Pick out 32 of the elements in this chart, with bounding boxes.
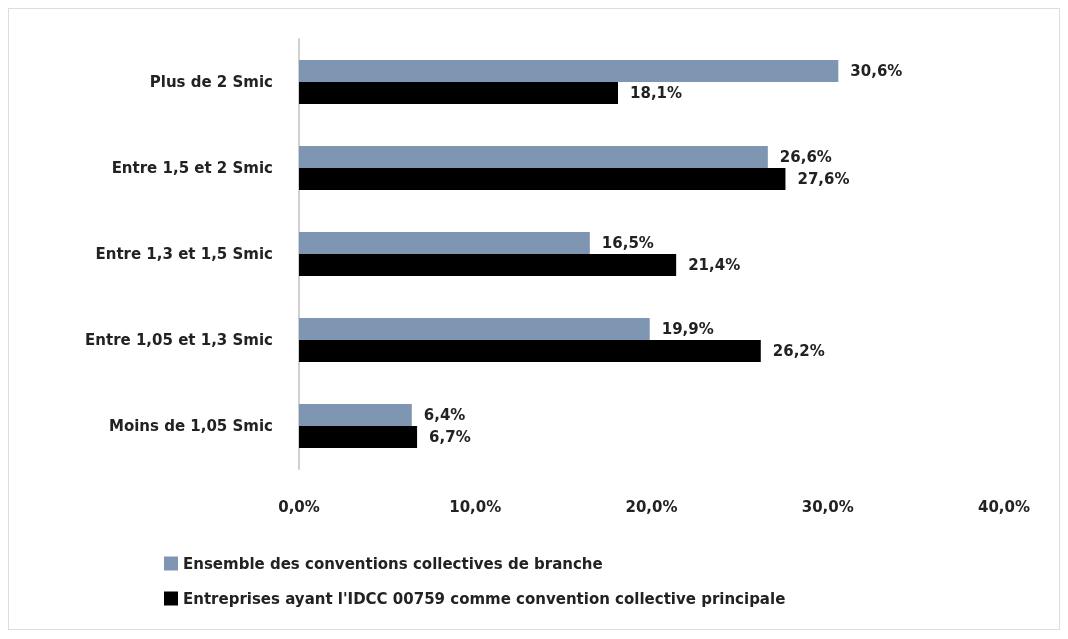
data-label: 21,4%: [688, 256, 741, 274]
data-label: 18,1%: [630, 84, 683, 102]
data-label: 27,6%: [797, 170, 850, 188]
data-label: 16,5%: [601, 234, 654, 252]
x-tick-label: 20,0%: [625, 497, 678, 516]
x-tick-label: 30,0%: [801, 497, 854, 516]
y-tick-label: Entre 1,5 et 2 Smic: [111, 159, 273, 177]
y-tick-label: Plus de 2 Smic: [149, 73, 273, 91]
x-tick-label: 40,0%: [977, 497, 1031, 516]
bar: [299, 404, 412, 426]
y-tick-label: Entre 1,05 et 1,3 Smic: [85, 331, 273, 349]
data-label: 19,9%: [661, 320, 714, 338]
bar: [299, 426, 418, 448]
data-label: 30,6%: [850, 62, 903, 80]
x-tick-label: 10,0%: [449, 497, 502, 516]
bar: [299, 146, 768, 168]
bar: [299, 254, 677, 276]
y-tick-label: Moins de 1,05 Smic: [108, 417, 273, 435]
bar: [299, 232, 590, 254]
bar: [299, 318, 650, 340]
legend-label: Entreprises ayant l'IDCC 00759 comme convention collective principale: [183, 589, 786, 608]
bar: [299, 168, 786, 190]
y-tick-label: Entre 1,3 et 1,5 Smic: [95, 245, 273, 263]
legend-label: Ensemble des conventions collectives de branche: [183, 554, 603, 573]
bar: [299, 340, 761, 362]
data-label: 6,7%: [429, 428, 471, 446]
data-label: 6,4%: [423, 406, 466, 424]
x-tick-label: 0,0%: [278, 497, 320, 516]
bar: [299, 60, 839, 82]
data-label: 26,2%: [772, 342, 825, 360]
bar: [299, 82, 619, 104]
data-label: 26,6%: [779, 148, 832, 166]
